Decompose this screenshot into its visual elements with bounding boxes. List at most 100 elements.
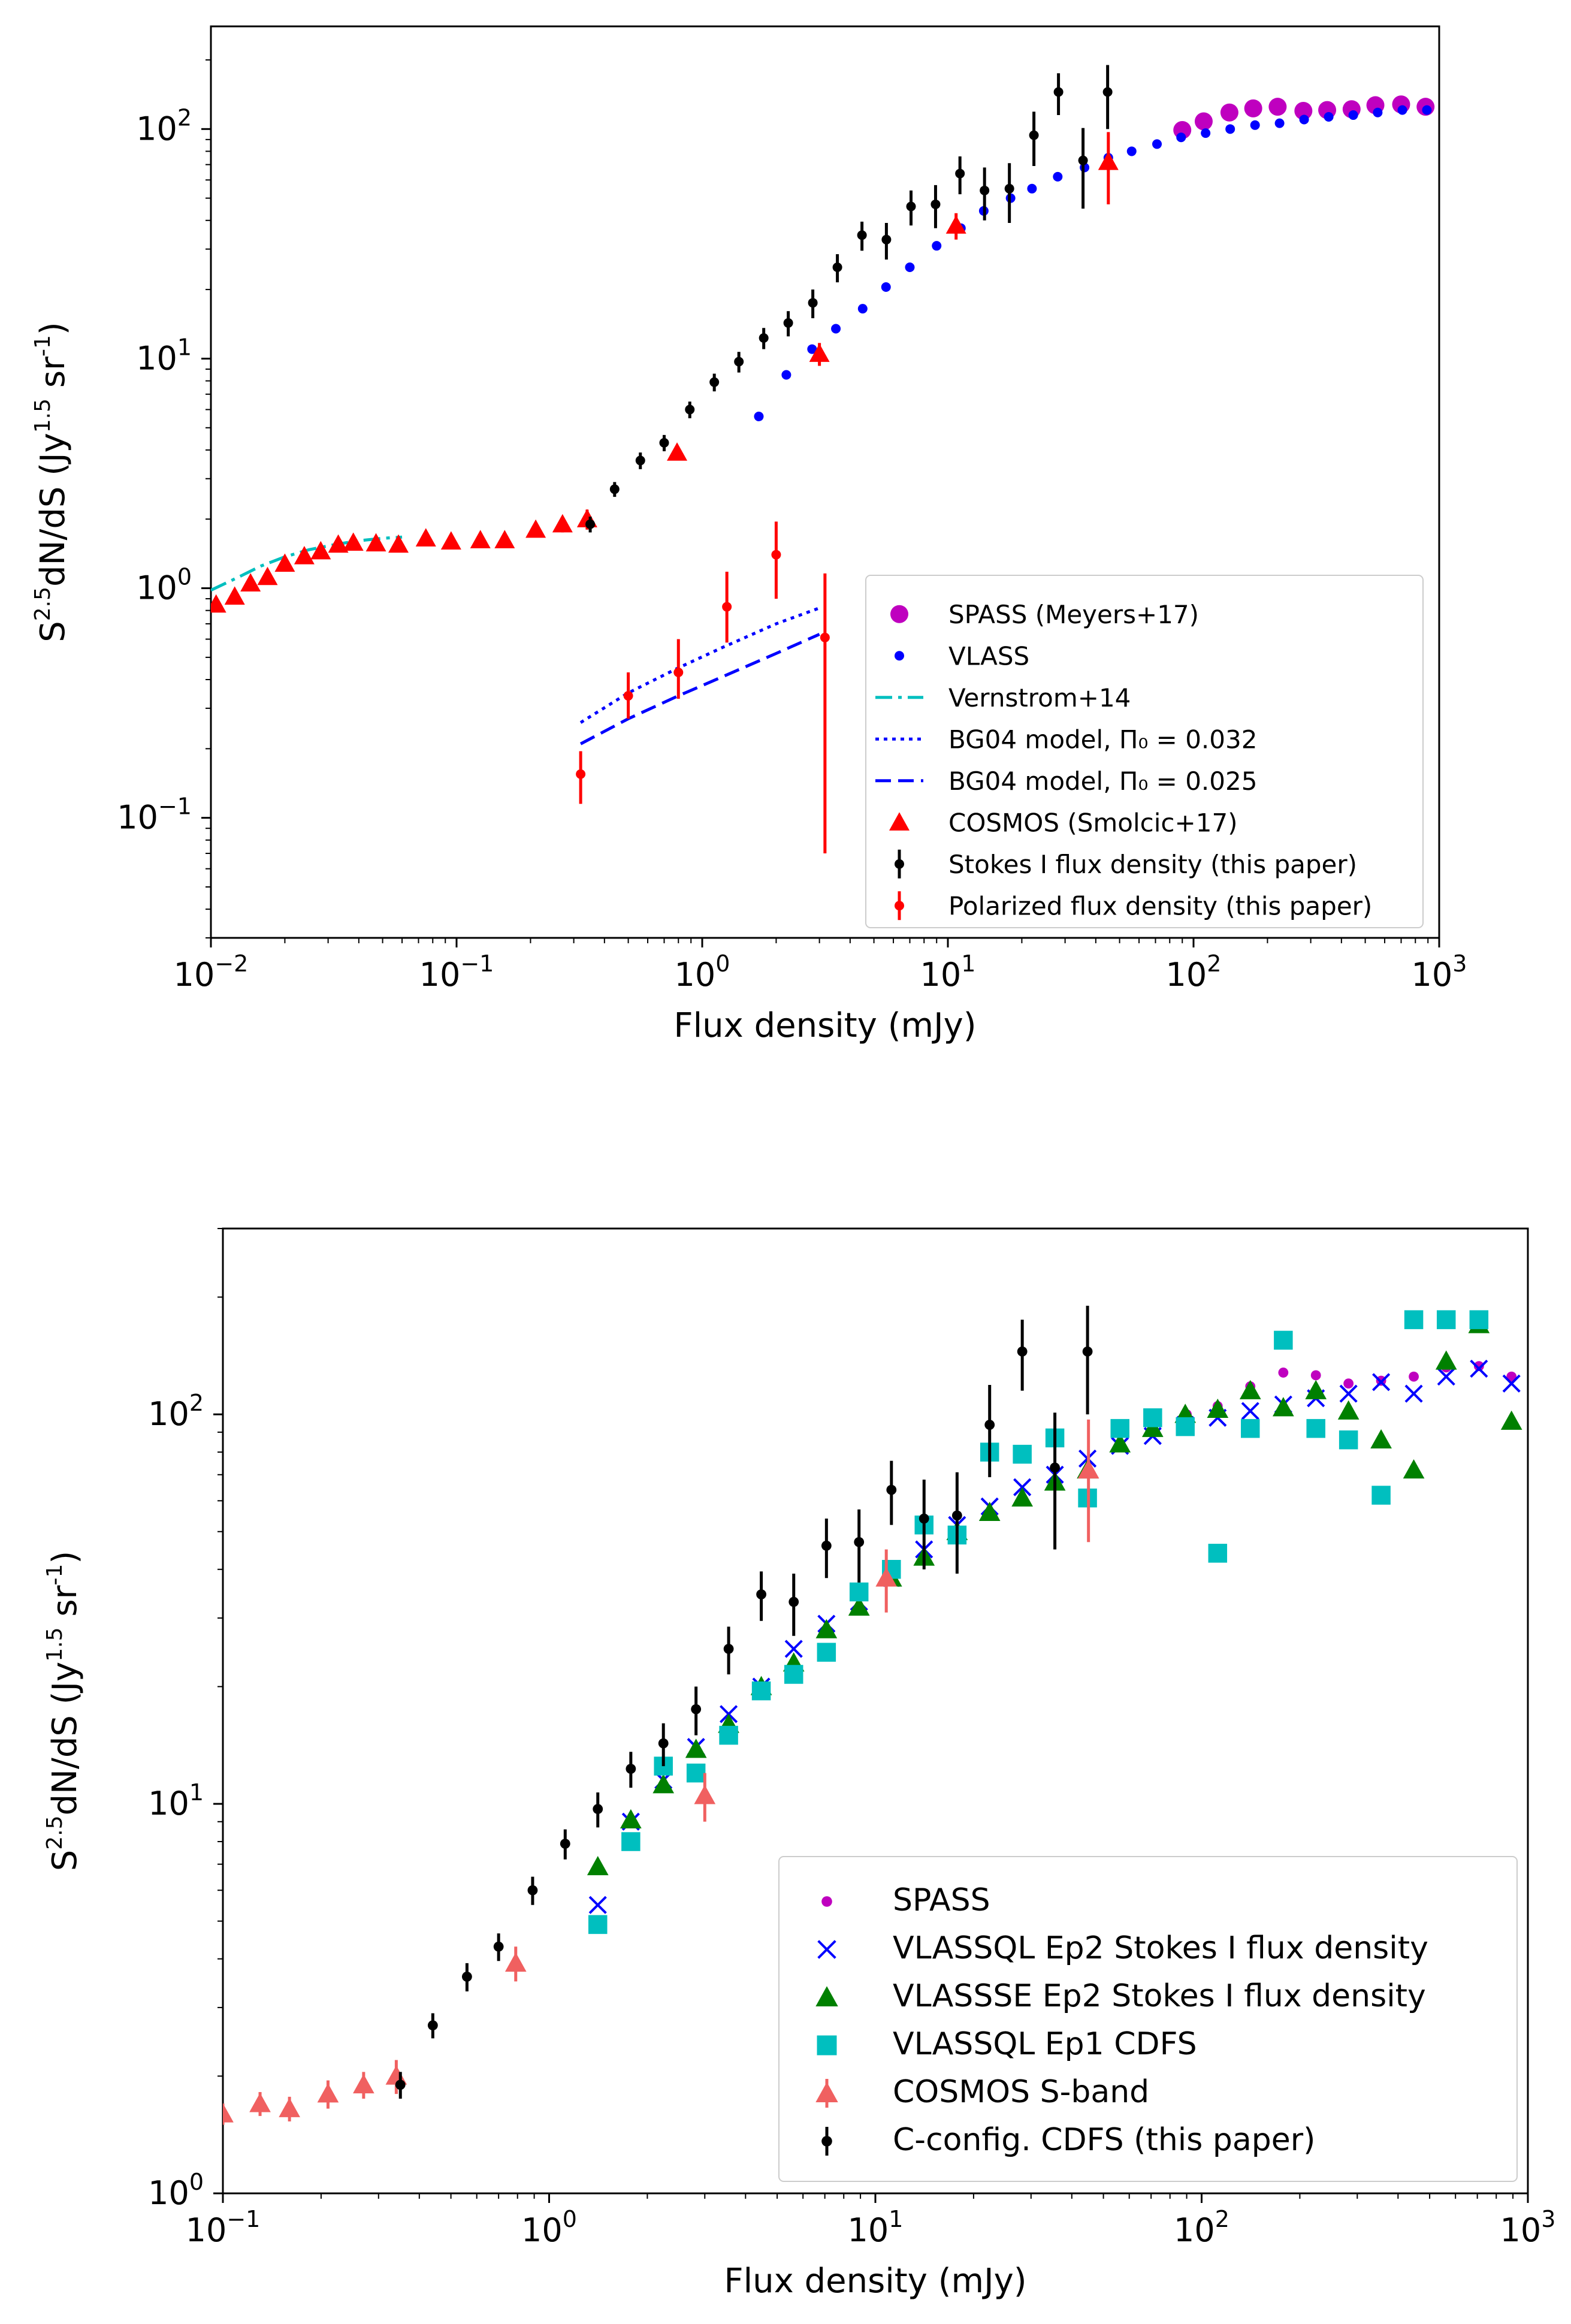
x-tick-label: 10−2 bbox=[174, 950, 249, 994]
data-point bbox=[783, 318, 793, 328]
data-point bbox=[1370, 1429, 1392, 1448]
data-point bbox=[223, 2103, 234, 2123]
legend-box bbox=[778, 1856, 1518, 2182]
data-point bbox=[723, 1644, 734, 1654]
legend-label: SPASS (Meyers+17) bbox=[948, 600, 1199, 629]
data-point bbox=[1500, 1410, 1522, 1430]
data-point bbox=[560, 1839, 570, 1849]
data-point bbox=[1250, 120, 1260, 130]
data-point bbox=[1050, 1462, 1060, 1473]
data-point bbox=[815, 1619, 838, 1638]
data-point bbox=[623, 691, 633, 701]
data-point bbox=[1436, 1310, 1456, 1329]
legend-item: BG04 model, Π₀ = 0.032 bbox=[875, 725, 1257, 754]
series-6 bbox=[585, 65, 1113, 533]
data-point bbox=[691, 1704, 702, 1715]
legend-label: Vernstrom+14 bbox=[948, 683, 1131, 713]
data-point bbox=[980, 185, 990, 195]
data-point bbox=[1102, 87, 1113, 97]
data-point bbox=[1143, 1408, 1162, 1427]
data-point bbox=[1011, 1487, 1034, 1507]
data-point bbox=[1506, 1371, 1517, 1382]
data-point bbox=[652, 1774, 675, 1794]
y-tick-label: 100 bbox=[148, 2169, 204, 2212]
data-point bbox=[820, 632, 830, 642]
legend-item: Polarized flux density (this paper) bbox=[895, 891, 1372, 920]
data-point bbox=[751, 1681, 771, 1701]
data-point bbox=[807, 344, 817, 354]
data-point bbox=[1220, 103, 1238, 122]
legend-item: VLASS bbox=[895, 641, 1029, 671]
data-point bbox=[1240, 1418, 1260, 1438]
data-point bbox=[1294, 101, 1313, 120]
data-point bbox=[461, 1972, 472, 1982]
data-point bbox=[1208, 1544, 1228, 1563]
legend-marker bbox=[895, 901, 904, 911]
legend-marker bbox=[821, 2136, 832, 2147]
data-point bbox=[686, 1763, 706, 1783]
x-axis-label: Flux density (mJy) bbox=[724, 2262, 1026, 2301]
legend-box bbox=[865, 575, 1424, 928]
legend-item: VLASSQL Ep1 CDFS bbox=[817, 2026, 1197, 2062]
data-point bbox=[440, 531, 461, 550]
data-point bbox=[1244, 99, 1262, 117]
data-point bbox=[525, 519, 546, 538]
legend-item: BG04 model, Π₀ = 0.025 bbox=[875, 766, 1257, 796]
data-point bbox=[1078, 155, 1088, 165]
x-tick-label: 10−1 bbox=[186, 2206, 261, 2249]
data-point bbox=[1176, 1417, 1195, 1436]
x-tick-label: 101 bbox=[920, 950, 976, 994]
series-3 bbox=[588, 1310, 1489, 1934]
data-point bbox=[1141, 1417, 1164, 1437]
data-point bbox=[1201, 128, 1211, 138]
data-point bbox=[854, 1537, 865, 1547]
y-tick-label: 101 bbox=[136, 334, 192, 377]
data-point bbox=[1109, 1433, 1131, 1453]
data-point bbox=[1299, 114, 1309, 125]
data-point bbox=[1310, 1370, 1321, 1381]
data-point bbox=[1274, 118, 1285, 128]
legend-label: VLASSSE Ep2 Stokes I flux density bbox=[893, 1978, 1426, 2014]
data-point bbox=[709, 377, 720, 387]
x-axis-label: Flux density (mJy) bbox=[673, 1006, 976, 1045]
data-point bbox=[984, 1420, 995, 1430]
series-1 bbox=[754, 105, 1432, 421]
data-point bbox=[1029, 130, 1039, 140]
data-point bbox=[343, 532, 364, 551]
data-point bbox=[1110, 1418, 1129, 1438]
data-point bbox=[857, 230, 867, 240]
data-point bbox=[919, 1513, 929, 1524]
y-tick-label: 10−1 bbox=[117, 793, 192, 837]
data-point bbox=[784, 1665, 803, 1684]
data-point bbox=[685, 405, 695, 415]
legend-marker bbox=[821, 1896, 832, 1907]
legend-item: C-config. CDFS (this paper) bbox=[821, 2122, 1315, 2158]
legend-marker bbox=[817, 1940, 836, 1959]
data-point bbox=[279, 2097, 300, 2117]
series-4 bbox=[579, 633, 820, 746]
data-point bbox=[1176, 132, 1186, 143]
data-point bbox=[1017, 1346, 1028, 1357]
x-tick-label: 102 bbox=[1174, 2206, 1229, 2249]
data-point bbox=[1339, 1430, 1358, 1450]
x-tick-label: 101 bbox=[848, 2206, 904, 2249]
data-point bbox=[817, 1643, 836, 1662]
data-point bbox=[365, 533, 386, 552]
series-line bbox=[579, 606, 820, 724]
data-point bbox=[694, 1785, 716, 1804]
data-point bbox=[588, 1915, 608, 1934]
data-point bbox=[310, 541, 331, 560]
data-layer bbox=[223, 1305, 1522, 2125]
data-point bbox=[1348, 110, 1358, 120]
data-point bbox=[1403, 1459, 1425, 1479]
y-axis: 10−1 100 101 102 bbox=[117, 59, 211, 938]
data-point bbox=[1082, 1346, 1093, 1357]
data-point bbox=[1098, 151, 1119, 170]
data-point bbox=[881, 282, 891, 292]
data-point bbox=[978, 1501, 1001, 1522]
data-point bbox=[930, 199, 941, 209]
data-point bbox=[388, 534, 409, 553]
data-point bbox=[848, 1596, 870, 1616]
data-point bbox=[576, 769, 586, 779]
